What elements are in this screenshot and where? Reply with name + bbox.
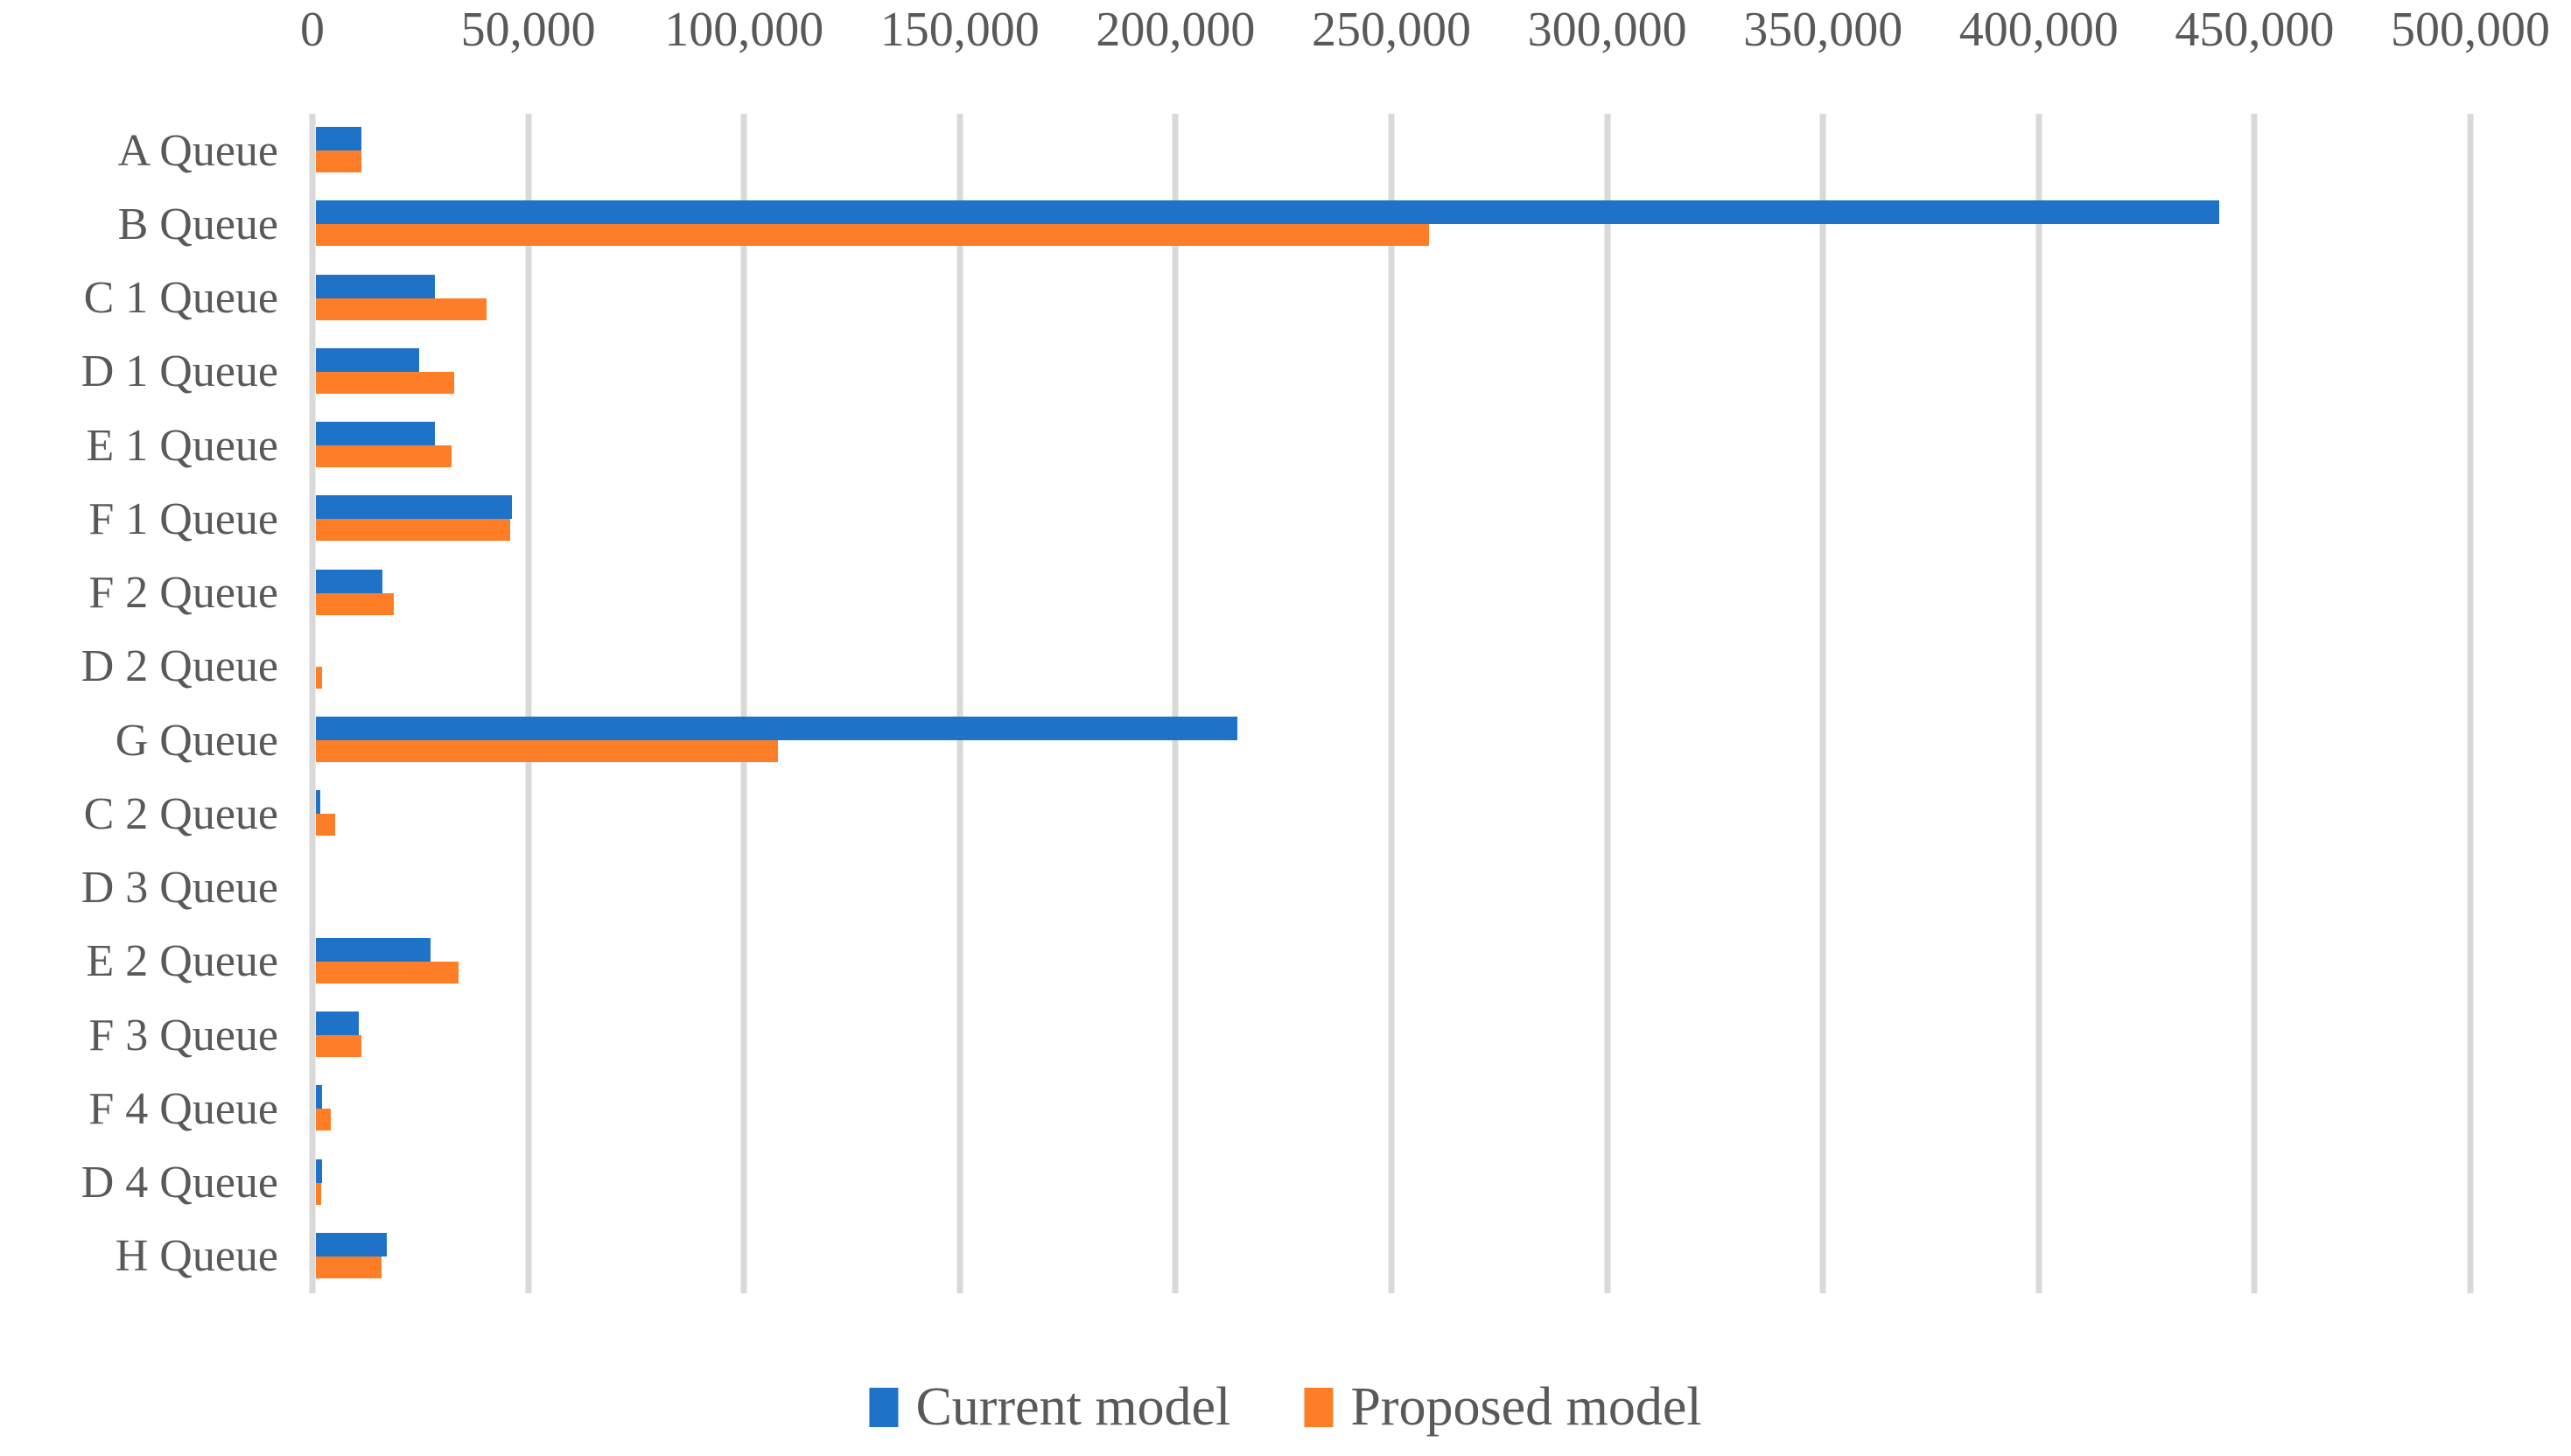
bar-current-model xyxy=(316,1085,323,1110)
bar-current-model xyxy=(316,422,435,446)
x-tick-label: 100,000 xyxy=(664,3,824,57)
legend-item-current: Current model xyxy=(869,1376,1230,1438)
category-label: D 3 Queue xyxy=(81,863,278,914)
gridline xyxy=(1172,114,1179,1293)
x-axis-tick-labels: 0 50,000 100,000 150,000 200,000 250,000 300,0… xyxy=(0,2,2571,63)
gridline xyxy=(740,114,747,1293)
bar-proposed-model xyxy=(316,150,361,173)
category-label: B Queue xyxy=(117,199,278,249)
bar-current-model xyxy=(316,569,383,593)
gridline xyxy=(2251,114,2258,1293)
bar-proposed-model xyxy=(316,1109,332,1131)
x-tick-label: 0 xyxy=(300,3,325,57)
x-tick-label: 350,000 xyxy=(1743,3,1903,57)
gridline xyxy=(2467,114,2474,1293)
category-label: E 1 Queue xyxy=(86,420,278,471)
category-label: F 2 Queue xyxy=(88,568,278,619)
bar-proposed-model xyxy=(316,298,487,320)
bar-proposed-model xyxy=(316,1182,322,1205)
legend-label-proposed: Proposed model xyxy=(1350,1377,1702,1437)
x-tick-label: 400,000 xyxy=(1958,3,2119,57)
bar-proposed-model xyxy=(316,371,454,394)
category-label: F 3 Queue xyxy=(88,1010,278,1060)
gridline xyxy=(309,114,316,1293)
x-tick-label: 150,000 xyxy=(879,3,1040,57)
gridline xyxy=(1604,114,1611,1293)
bar-current-model xyxy=(316,495,513,520)
category-label: E 2 Queue xyxy=(86,936,278,987)
gridline xyxy=(525,114,532,1293)
bar-current-model xyxy=(316,1158,323,1183)
category-label: A Queue xyxy=(117,125,278,176)
bar-proposed-model xyxy=(316,666,323,689)
bar-current-model xyxy=(316,790,320,815)
bar-proposed-model xyxy=(316,961,459,984)
legend-swatch-current-icon xyxy=(869,1387,899,1427)
bar-proposed-model xyxy=(316,445,452,468)
x-tick-label: 300,000 xyxy=(1527,3,1687,57)
category-label: F 1 Queue xyxy=(88,494,278,544)
bar-proposed-model xyxy=(316,592,394,615)
x-tick-label: 200,000 xyxy=(1096,3,1256,57)
category-label: C 1 Queue xyxy=(83,273,278,324)
bar-current-model xyxy=(316,1232,388,1256)
bar-proposed-model xyxy=(316,740,778,763)
bar-current-model xyxy=(316,127,361,151)
category-label: D 2 Queue xyxy=(81,641,278,692)
category-label: C 2 Queue xyxy=(83,788,278,839)
bar-current-model xyxy=(316,347,420,372)
gridline xyxy=(956,114,963,1293)
x-tick-label: 500,000 xyxy=(2391,3,2550,57)
legend-item-proposed: Proposed model xyxy=(1304,1376,1702,1438)
gridline xyxy=(1388,114,1395,1293)
bar-current-model xyxy=(316,200,2219,225)
bar-current-model xyxy=(316,717,1237,741)
category-label: F 4 Queue xyxy=(88,1083,278,1134)
x-tick-label: 450,000 xyxy=(2175,3,2335,57)
category-label: D 1 Queue xyxy=(81,346,278,397)
legend-swatch-proposed-icon xyxy=(1304,1387,1334,1427)
bar-current-model xyxy=(316,274,435,298)
plot-area xyxy=(309,114,2474,1293)
category-label: H Queue xyxy=(115,1231,278,1282)
x-tick-label: 250,000 xyxy=(1312,3,1471,57)
bar-proposed-model xyxy=(316,1256,382,1278)
bar-current-model xyxy=(316,1012,360,1036)
bar-proposed-model xyxy=(316,224,1430,247)
category-label: G Queue xyxy=(115,715,278,766)
category-labels: A Queue B Queue C 1 Queue D 1 Queue E 1 Queu… xyxy=(0,114,278,1293)
gridline xyxy=(1819,114,1826,1293)
bar-proposed-model xyxy=(316,1035,361,1058)
bar-proposed-model xyxy=(316,519,510,542)
bar-proposed-model xyxy=(316,814,336,836)
category-label: D 4 Queue xyxy=(81,1158,278,1208)
gridline xyxy=(2035,114,2042,1293)
x-tick-label: 50,000 xyxy=(460,3,596,57)
bar-current-model xyxy=(316,937,431,962)
legend: Current model Proposed model xyxy=(869,1376,1702,1438)
legend-label-current: Current model xyxy=(915,1377,1231,1437)
